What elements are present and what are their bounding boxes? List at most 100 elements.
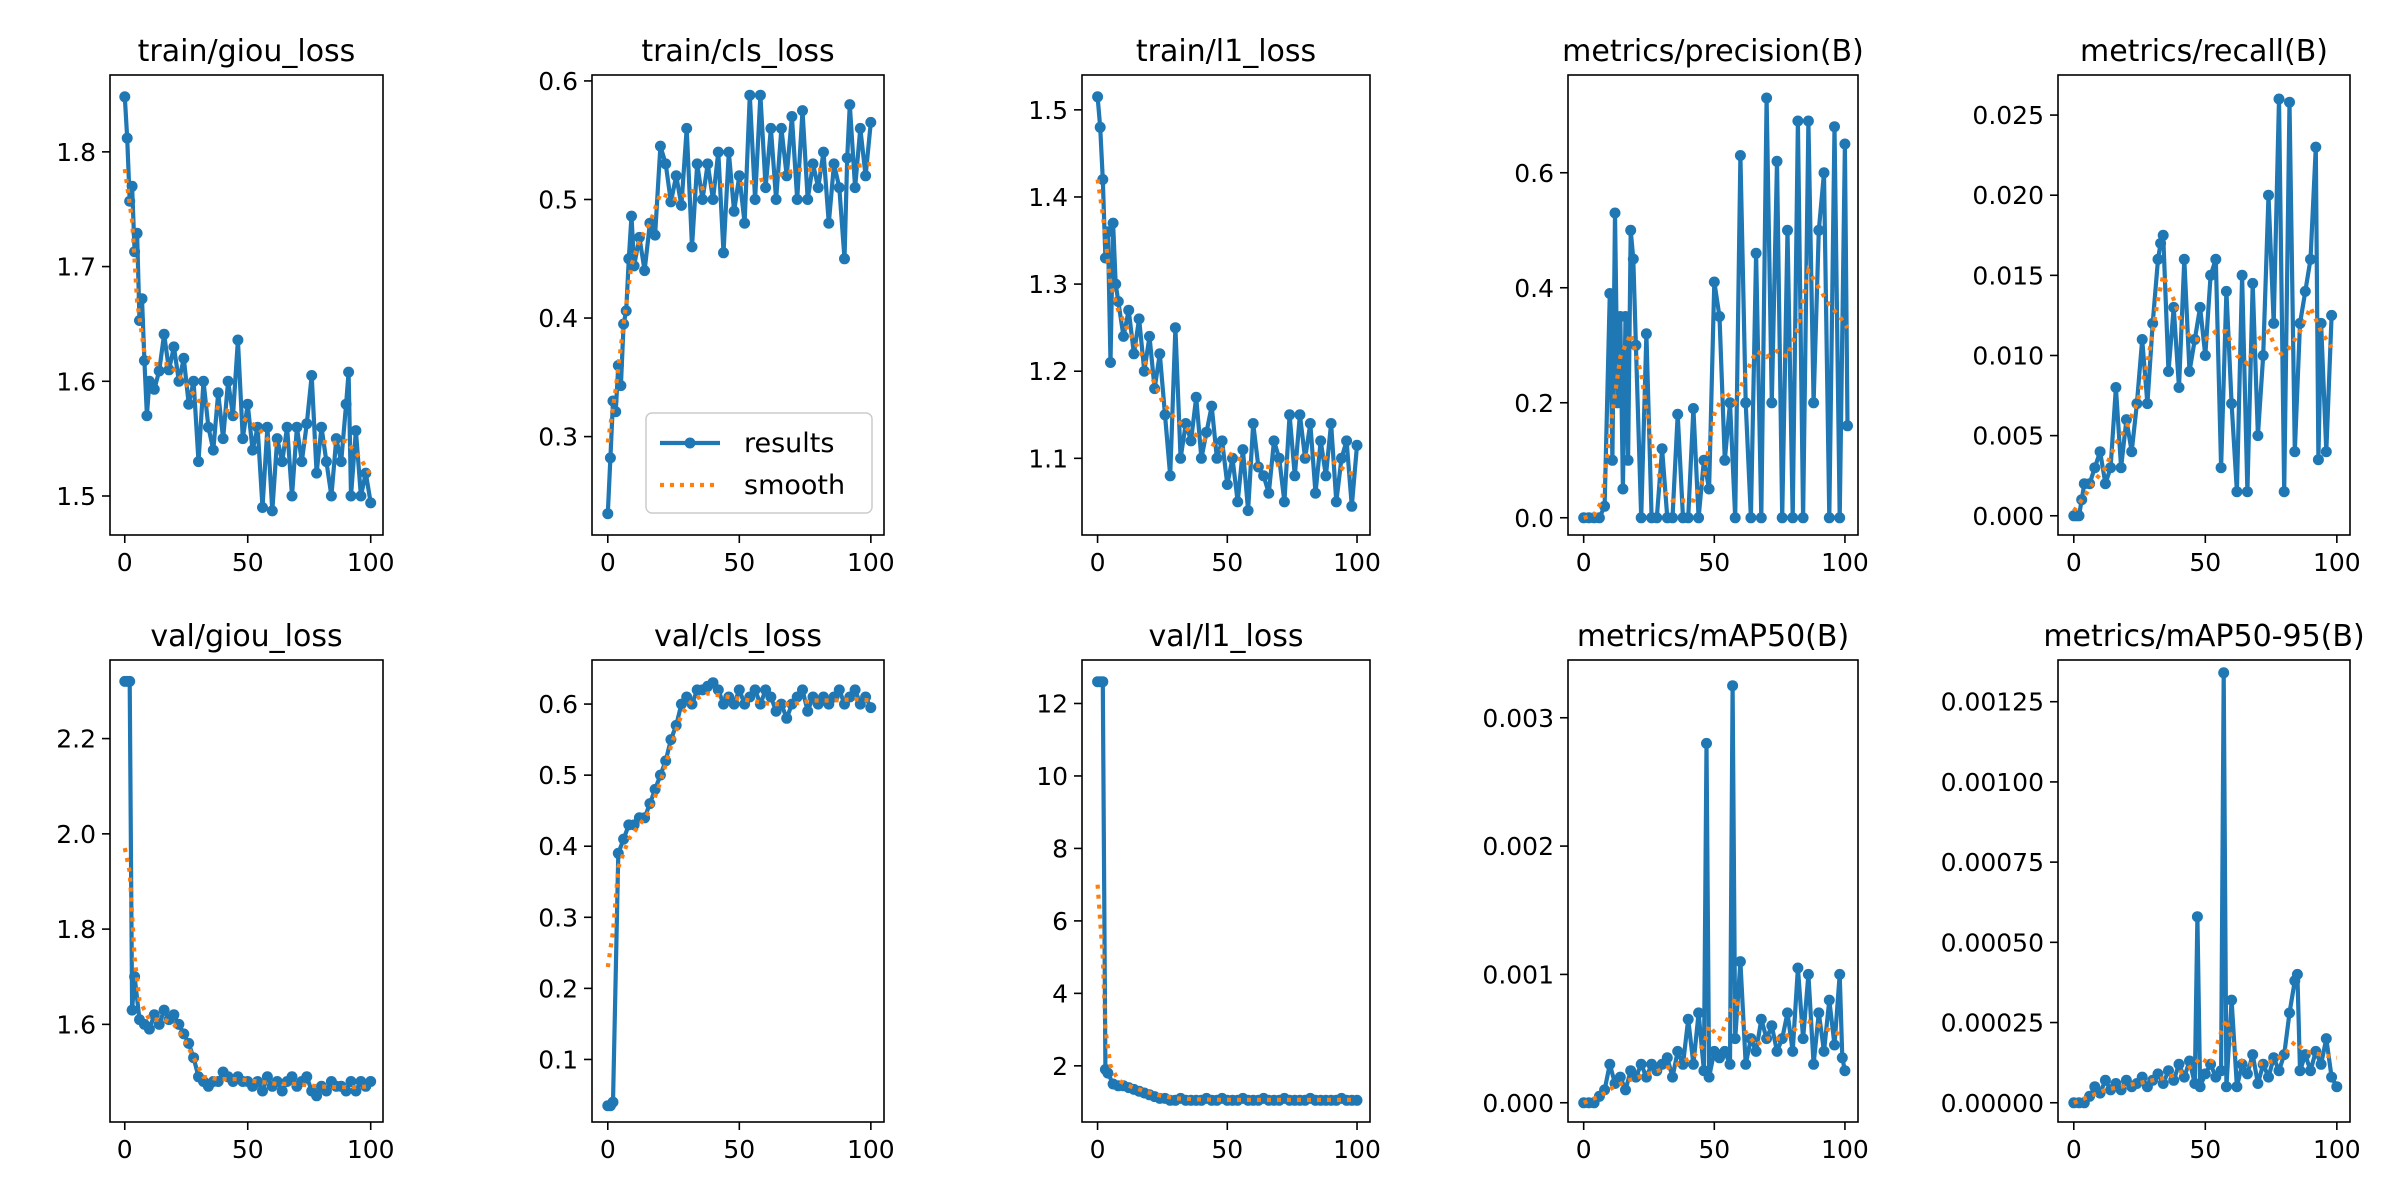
results-point bbox=[2157, 229, 2169, 241]
results-point bbox=[1750, 247, 1762, 259]
axes-frame bbox=[1567, 659, 1859, 1123]
results-point bbox=[681, 122, 693, 134]
results-point bbox=[2218, 667, 2230, 679]
results-point bbox=[1672, 408, 1684, 420]
y-tick-label: 2 bbox=[1052, 1052, 1068, 1081]
x-tick-label: 50 bbox=[1698, 1135, 1730, 1164]
results-point bbox=[2252, 1078, 2264, 1089]
results-point bbox=[1656, 443, 1668, 455]
results-point bbox=[1123, 304, 1135, 316]
results-point bbox=[833, 182, 845, 194]
results-point bbox=[1635, 512, 1647, 524]
x-tick-label: 0 bbox=[1576, 548, 1592, 577]
y-tick-label: 1.6 bbox=[56, 367, 96, 396]
results-point bbox=[1606, 454, 1618, 466]
results-point bbox=[350, 425, 362, 437]
results-point bbox=[1808, 1058, 1820, 1070]
results-point bbox=[1304, 418, 1316, 429]
results-point bbox=[1667, 1071, 1678, 1083]
results-point bbox=[2247, 277, 2259, 289]
results-point bbox=[2305, 253, 2316, 265]
results-point bbox=[760, 182, 772, 194]
results-point bbox=[1802, 115, 1814, 127]
results-point bbox=[365, 497, 377, 509]
results-point bbox=[2184, 366, 2195, 377]
y-tick-label: 0.2 bbox=[538, 974, 578, 1003]
results-point bbox=[141, 410, 153, 422]
results-point bbox=[1237, 444, 1249, 456]
results-point bbox=[2257, 350, 2269, 361]
results-point bbox=[1729, 1033, 1741, 1045]
x-tick-label: 0 bbox=[1576, 1135, 1592, 1164]
results-point bbox=[1829, 1039, 1840, 1051]
results-point bbox=[649, 229, 661, 241]
y-tick-label: 2.0 bbox=[56, 820, 96, 849]
results-point bbox=[2289, 446, 2301, 458]
results-point bbox=[1346, 500, 1358, 512]
results-point bbox=[1330, 496, 1342, 508]
results-point bbox=[301, 1071, 313, 1083]
results-point bbox=[1766, 1020, 1778, 1032]
axes-frame bbox=[2057, 659, 2351, 1123]
y-tick-label: 8 bbox=[1052, 834, 1068, 863]
results-point bbox=[1599, 500, 1611, 512]
results-point bbox=[1782, 224, 1793, 236]
results-point bbox=[1154, 348, 1166, 360]
y-tick-label: 0.010 bbox=[1972, 341, 2044, 370]
results-point bbox=[707, 194, 719, 205]
results-point bbox=[2320, 1033, 2332, 1045]
subplot-metrics-recall-b: metrics/recall(B) 0 50 100 0.000 0.005 0.010 0.… bbox=[1972, 34, 2360, 577]
results-point bbox=[770, 194, 782, 205]
results-point bbox=[1206, 400, 1218, 412]
results-point bbox=[1614, 1071, 1626, 1083]
results-point bbox=[1693, 512, 1705, 524]
results-point bbox=[1336, 452, 1347, 464]
results-point bbox=[1808, 397, 1820, 409]
subplot-val-cls-loss: val/cls_loss 0 50 100 0.1 0.2 0.3 0.4 0.5 0.6 bbox=[538, 619, 894, 1164]
results-point bbox=[733, 684, 745, 696]
results-point bbox=[691, 158, 703, 170]
results-point bbox=[183, 398, 195, 410]
x-tick-label: 0 bbox=[600, 548, 616, 577]
results-point bbox=[2326, 309, 2338, 321]
results-point bbox=[1180, 418, 1192, 429]
y-tick-label: 1.5 bbox=[56, 482, 96, 511]
results-point bbox=[266, 505, 278, 517]
results-point bbox=[849, 182, 861, 194]
results-point bbox=[797, 684, 808, 696]
x-tick-label: 100 bbox=[1333, 548, 1381, 577]
results-point bbox=[1175, 452, 1187, 464]
y-tick-label: 1.7 bbox=[56, 253, 96, 282]
results-point bbox=[1216, 435, 1228, 447]
results-point bbox=[1761, 92, 1773, 104]
results-point bbox=[2273, 93, 2285, 105]
results-point bbox=[247, 444, 259, 456]
results-point bbox=[802, 705, 814, 717]
y-tick-label: 1.4 bbox=[1028, 183, 1068, 212]
results-point bbox=[121, 132, 133, 144]
results-point bbox=[2315, 1058, 2327, 1070]
x-tick-label: 50 bbox=[2189, 1135, 2221, 1164]
results-line bbox=[1583, 95, 1850, 520]
results-point bbox=[2163, 1065, 2174, 1077]
results-point bbox=[775, 122, 787, 134]
results-point bbox=[1813, 1007, 1825, 1019]
results-point bbox=[2136, 1071, 2148, 1083]
results-point bbox=[1740, 397, 1752, 409]
subplot-title: train/l1_loss bbox=[1136, 34, 1316, 69]
x-tick-label: 0 bbox=[1090, 1135, 1106, 1164]
results-point bbox=[2331, 1081, 2343, 1093]
results-point bbox=[1107, 217, 1119, 229]
results-point bbox=[2189, 334, 2201, 345]
results-point bbox=[1818, 1045, 1830, 1057]
results-point bbox=[1672, 1045, 1684, 1057]
results-point bbox=[841, 152, 853, 164]
y-tick-label: 0.6 bbox=[1514, 159, 1554, 188]
results-point bbox=[823, 217, 835, 229]
results-point bbox=[158, 1004, 170, 1016]
results-point bbox=[1144, 330, 1155, 342]
y-tick-label: 0.00050 bbox=[1941, 928, 2044, 957]
subplot-title: metrics/recall(B) bbox=[2080, 34, 2328, 69]
results-point bbox=[1604, 288, 1616, 299]
